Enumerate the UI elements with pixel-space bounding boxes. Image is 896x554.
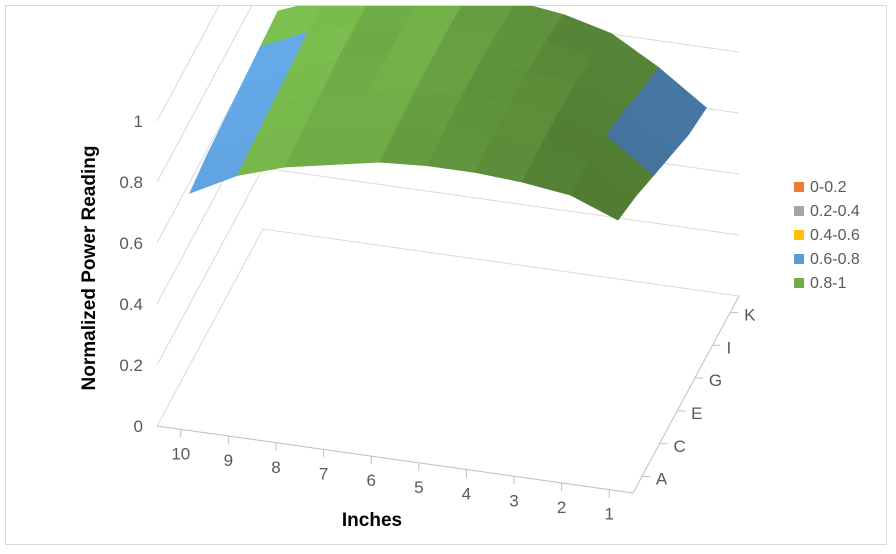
legend-swatch bbox=[794, 182, 804, 192]
x-tick-label: 5 bbox=[414, 478, 423, 497]
legend-swatch bbox=[794, 254, 804, 264]
legend-label: 0.4-0.6 bbox=[810, 227, 860, 244]
y-axis-title: Normalized Power Reading bbox=[79, 146, 100, 391]
legend-swatch bbox=[794, 278, 804, 288]
x-tick-label: 8 bbox=[271, 458, 280, 477]
x-tick-label: 2 bbox=[557, 498, 566, 517]
x-axis-title: Inches bbox=[342, 510, 402, 531]
surface-patch bbox=[569, 161, 637, 221]
depth-tick-label: I bbox=[727, 338, 732, 357]
z-tick-labels: 0 0.2 0.4 0.6 0.8 1 bbox=[119, 112, 143, 436]
legend-label: 0-0.2 bbox=[810, 179, 847, 196]
x-tick-label: 9 bbox=[224, 451, 233, 470]
z-gridline bbox=[156, 228, 740, 427]
z-tick-label: 0.8 bbox=[119, 173, 143, 192]
legend-label: 0.6-0.8 bbox=[810, 251, 860, 268]
legend-swatch bbox=[794, 206, 804, 216]
x-tick-label: 3 bbox=[509, 491, 518, 510]
z-tick-label: 0.6 bbox=[119, 234, 143, 253]
x-tick-label: 1 bbox=[604, 505, 613, 524]
depth-tick-label: K bbox=[744, 305, 756, 324]
x-axis-line bbox=[156, 425, 634, 494]
z-tick-label: 0.2 bbox=[119, 356, 143, 375]
depth-tick-label: C bbox=[674, 437, 686, 456]
depth-tick-label: E bbox=[691, 404, 702, 423]
legend-label: 0.8-1 bbox=[810, 275, 847, 292]
x-tick-label: 10 bbox=[171, 444, 190, 463]
depth-axis-line bbox=[632, 295, 740, 494]
z-gridline bbox=[156, 6, 220, 122]
z-gridline bbox=[156, 167, 740, 366]
legend-label: 0.2-0.4 bbox=[810, 203, 860, 220]
depth-tick-label: G bbox=[709, 371, 722, 390]
x-tick-label: 6 bbox=[366, 471, 375, 490]
z-tick-label: 1 bbox=[134, 112, 143, 131]
z-tick-label: 0.4 bbox=[119, 295, 143, 314]
depth-tick-label: A bbox=[656, 470, 668, 489]
legend-swatch bbox=[794, 230, 804, 240]
surface-layer bbox=[189, 6, 707, 221]
legend: 0-0.2 0.2-0.4 0.4-0.6 0.6-0.8 0.8-1 bbox=[794, 179, 860, 292]
x-tick-label: 7 bbox=[319, 464, 328, 483]
x-tick-labels: 10 9 8 7 6 5 4 3 2 1 bbox=[171, 444, 614, 523]
z-tick-label: 0 bbox=[134, 417, 143, 436]
x-tick-label: 4 bbox=[462, 485, 471, 504]
